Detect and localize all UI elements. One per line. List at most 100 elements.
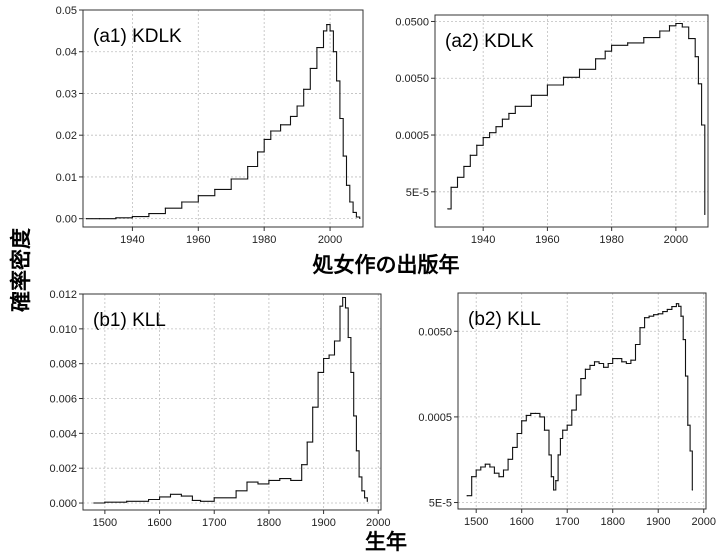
data-point <box>290 479 292 481</box>
panel-title-a1: (a1) KDLK <box>93 26 182 47</box>
y-tick-label: 0.03 <box>56 88 77 100</box>
data-point <box>589 364 591 366</box>
data-point <box>559 437 561 440</box>
panel-title-b1: (b1) KLL <box>93 310 166 331</box>
x-tick-label: 1600 <box>147 517 171 529</box>
data-point <box>296 105 298 107</box>
data-point <box>345 184 348 186</box>
y-tick-label: 0.0050 <box>418 326 452 338</box>
x-tick-label: 2000 <box>691 516 715 528</box>
data-point <box>543 429 546 431</box>
y-tick-label: 0.002 <box>49 463 77 475</box>
data-point <box>349 201 351 203</box>
panel-title-b2: (b2) KLL <box>468 309 541 330</box>
data-point <box>493 472 496 474</box>
y-tick-label: 0.0050 <box>395 73 429 85</box>
y-tick-label: 0.010 <box>49 324 77 336</box>
data-point <box>507 458 509 460</box>
density-curve-a1 <box>86 24 361 220</box>
data-point <box>469 154 471 156</box>
plot-frame <box>457 292 707 510</box>
data-point <box>366 500 368 502</box>
data-point <box>85 218 87 220</box>
data-point <box>329 30 331 32</box>
data-point <box>480 466 482 468</box>
data-point <box>643 36 645 39</box>
data-point <box>668 25 671 27</box>
data-point <box>657 313 659 315</box>
data-point <box>584 368 587 370</box>
data-point <box>607 362 609 365</box>
data-point <box>495 126 497 128</box>
data-point <box>326 24 328 26</box>
data-point <box>158 496 161 498</box>
data-point <box>498 476 500 478</box>
data-point <box>682 338 684 341</box>
data-point <box>339 117 341 120</box>
data-point <box>309 67 311 70</box>
data-point <box>516 432 518 435</box>
data-point <box>546 84 549 86</box>
data-point <box>571 409 573 411</box>
data-point <box>270 130 272 132</box>
y-axis-title: 確率密度 <box>9 228 33 312</box>
data-point <box>501 118 504 120</box>
data-point <box>680 315 682 317</box>
data-point <box>539 416 541 418</box>
y-tick-label: 0.012 <box>49 289 77 301</box>
plot-frame <box>82 293 382 511</box>
data-point <box>648 315 650 317</box>
data-point <box>332 51 334 53</box>
x-tick-label: 1500 <box>464 516 488 528</box>
data-point <box>594 58 597 60</box>
x-tick-label: 1980 <box>252 234 276 246</box>
data-point <box>322 30 325 32</box>
data-point <box>214 188 216 191</box>
data-point <box>235 490 237 492</box>
data-point <box>489 466 491 468</box>
data-point <box>530 94 532 96</box>
data-point <box>197 195 199 197</box>
panel-a1: 1940 1960 1980 2000 0.00 0.01 0.02 0.03 0.04 0.05… <box>56 5 364 246</box>
data-point <box>616 357 618 360</box>
data-point <box>104 501 106 503</box>
data-point <box>347 336 349 339</box>
x-tick-label: 1800 <box>600 516 624 528</box>
data-point <box>666 308 668 311</box>
data-point <box>557 454 559 456</box>
data-point <box>164 207 166 209</box>
data-point <box>355 216 358 218</box>
data-point <box>687 424 689 426</box>
data-point <box>317 371 319 373</box>
data-point <box>475 469 477 471</box>
data-point <box>148 213 150 215</box>
data-point <box>697 83 699 85</box>
data-point <box>611 44 613 46</box>
data-point <box>456 176 459 178</box>
data-point <box>336 80 338 82</box>
data-point <box>350 371 352 373</box>
data-point <box>550 476 552 478</box>
data-point <box>450 186 452 188</box>
data-point <box>675 303 678 305</box>
data-point <box>604 50 606 52</box>
data-point <box>603 366 605 368</box>
data-point <box>361 490 363 492</box>
x-tick-label: 2000 <box>664 234 688 246</box>
data-point <box>126 500 128 502</box>
data-point <box>180 495 183 497</box>
panel-b1: 1500 1600 1700 1800 1900 2000 0.000 0.002 0.004 0… <box>49 289 390 529</box>
data-point <box>482 137 484 139</box>
plot-frame <box>434 14 709 228</box>
data-point <box>263 138 265 140</box>
data-point <box>333 340 336 342</box>
data-point <box>484 463 486 465</box>
data-point <box>627 42 629 44</box>
x-tick-label: 1900 <box>311 517 335 529</box>
data-point <box>566 424 568 426</box>
y-tick-label: 0.04 <box>56 47 77 59</box>
data-point <box>342 296 344 299</box>
data-point <box>339 305 341 307</box>
data-point <box>653 314 655 316</box>
